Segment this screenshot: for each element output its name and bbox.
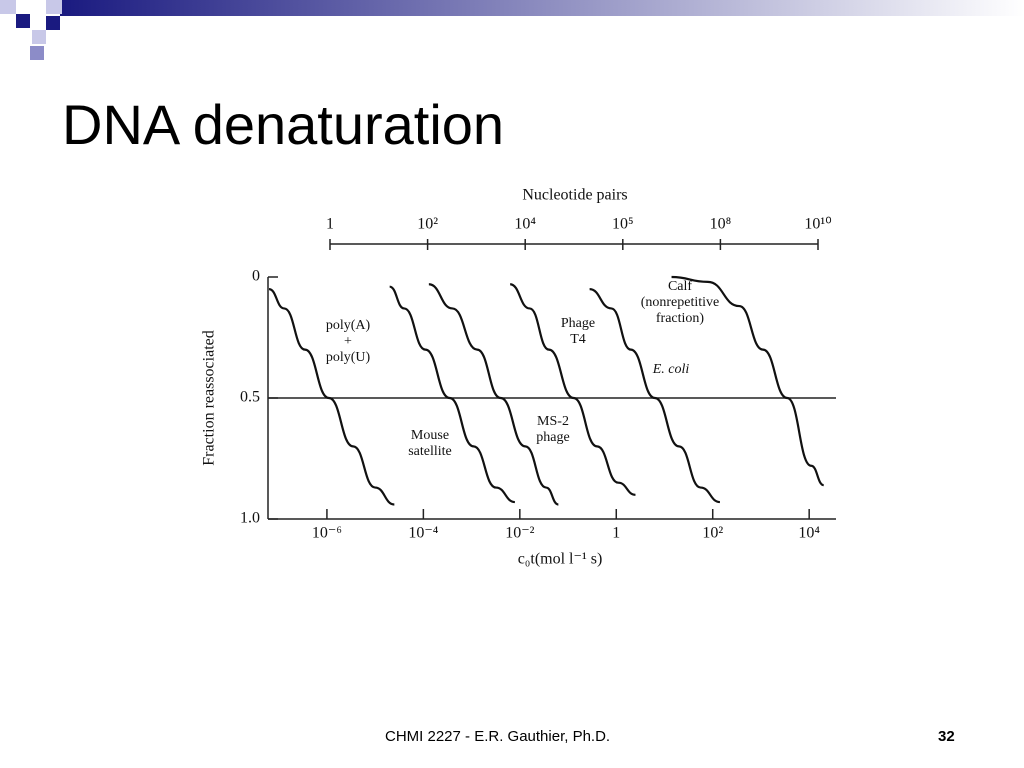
curve — [589, 288, 721, 504]
series-label: poly(A) + poly(U) — [325, 318, 371, 365]
curve — [671, 275, 825, 487]
x2-tick-label: 10⁴ — [514, 216, 536, 233]
x-tick-label: 10⁻² — [505, 525, 534, 542]
deco-square — [0, 0, 16, 14]
x-tick-label: 10⁻⁶ — [312, 525, 342, 542]
series-label: Mouse satellite — [408, 428, 452, 459]
x2-tick-label: 10⁸ — [710, 216, 732, 233]
x-tick-label: 10² — [702, 525, 723, 542]
deco-square — [30, 46, 44, 60]
deco-square — [16, 14, 30, 28]
y-tick-label: 0.5 — [240, 389, 260, 406]
y-tick-label: 0 — [252, 268, 260, 285]
curve — [389, 285, 516, 504]
slide-title: DNA denaturation — [62, 93, 505, 156]
x2-axis-label: Nucleotide pairs — [522, 187, 627, 204]
curve — [428, 283, 559, 506]
y-tick-label: 1.0 — [240, 510, 260, 527]
x-tick-label: 10⁻⁴ — [408, 525, 438, 542]
x2-tick-label: 10¹⁰ — [804, 216, 831, 233]
x-axis-label: c₀t(mol l⁻¹ s) — [518, 551, 603, 568]
x-tick-label: 1 — [612, 525, 620, 542]
header-bar — [60, 0, 1024, 16]
x2-tick-label: 10⁵ — [612, 216, 634, 233]
footer: CHMI 2227 - E.R. Gauthier, Ph.D. — [385, 728, 611, 745]
curve — [509, 283, 636, 496]
y-axis-label: Fraction reassociated — [201, 330, 218, 466]
curve — [268, 288, 395, 506]
deco-square — [46, 16, 60, 30]
series-label: Calf (nonrepetitive fraction) — [640, 279, 720, 326]
page-number: 32 — [938, 728, 955, 745]
x2-tick-label: 10² — [417, 216, 438, 233]
x2-tick-label: 1 — [326, 216, 334, 233]
x-tick-label: 10⁴ — [798, 525, 820, 542]
deco-square — [46, 0, 62, 14]
series-label: E. coli — [652, 362, 690, 377]
series-label: MS-2 phage — [536, 414, 570, 445]
deco-square — [32, 30, 46, 44]
series-label: Phage T4 — [560, 316, 596, 347]
